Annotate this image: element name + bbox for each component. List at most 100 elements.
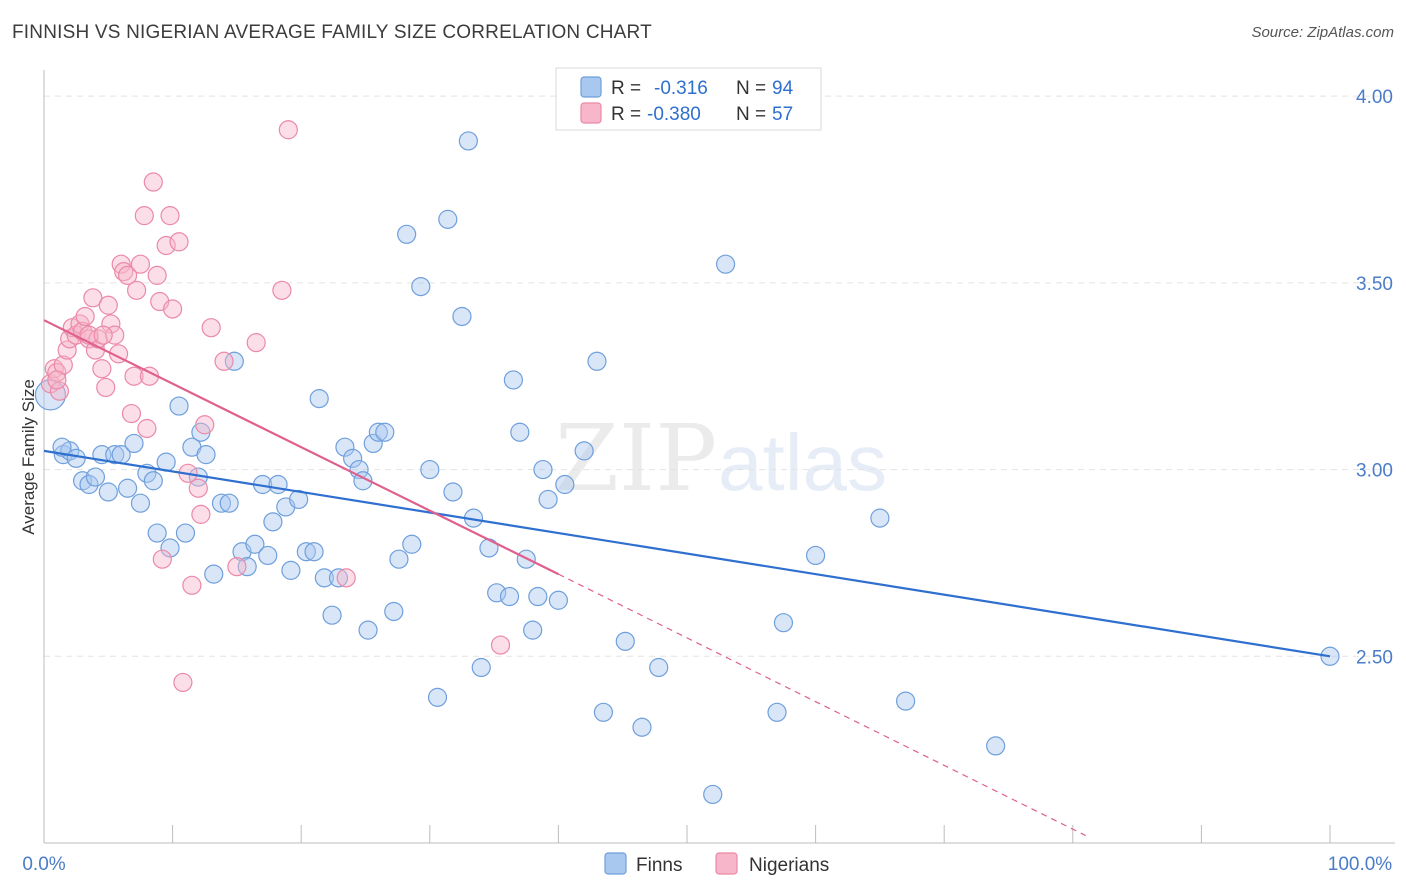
- finns-point: [322, 605, 342, 625]
- nigerians-point: [57, 340, 77, 360]
- nigerians-point: [137, 418, 157, 439]
- finns-point: [438, 209, 458, 229]
- finns-point: [487, 583, 507, 603]
- nigerians-point: [163, 299, 183, 319]
- x-tick-label-min: 0.0%: [22, 854, 65, 875]
- finns-point: [117, 478, 138, 498]
- nigerians-point: [227, 557, 247, 577]
- finns-point: [314, 568, 334, 588]
- finns-point: [52, 437, 72, 457]
- finns-point: [211, 493, 232, 513]
- finns-point: [528, 586, 548, 607]
- finns-legend-swatch: [604, 852, 627, 875]
- finns-point: [289, 489, 309, 510]
- finns-point: [169, 396, 189, 416]
- finns-point: [304, 542, 324, 562]
- finns-point: [124, 433, 144, 454]
- finns-point: [147, 523, 167, 543]
- nigerians-point: [152, 549, 172, 569]
- finns-stats-swatch: [580, 76, 602, 98]
- finns-point: [538, 489, 558, 510]
- nigerians-r-label: R =: [611, 104, 641, 125]
- finns-point: [615, 631, 635, 651]
- finns-point: [870, 508, 890, 528]
- nigerians-point: [126, 280, 147, 300]
- finns-point: [237, 557, 257, 577]
- finns-point: [402, 534, 422, 554]
- finns-point: [548, 590, 569, 610]
- finns-point: [411, 276, 431, 297]
- finns-point: [204, 564, 224, 584]
- finns-point: [258, 545, 278, 566]
- finns-legend-label: Finns: [636, 855, 682, 876]
- finns-point: [143, 471, 163, 491]
- finns-point: [328, 568, 349, 588]
- y-axis-title: Average Family Size: [19, 379, 38, 535]
- nigerians-point: [214, 351, 234, 371]
- nigerians-trendline: [43, 319, 559, 576]
- finns-point: [160, 538, 180, 558]
- finns-point: [458, 131, 478, 151]
- finns-point: [420, 459, 440, 480]
- finns-point: [499, 586, 520, 607]
- nigerians-point: [246, 333, 266, 353]
- finns-point: [268, 474, 288, 495]
- finns-point: [363, 433, 383, 454]
- finns-point: [397, 224, 417, 244]
- nigerians-point: [96, 377, 116, 398]
- finns-n-value: 94: [772, 78, 794, 99]
- nigerians-point: [336, 568, 356, 588]
- finns-point: [896, 691, 916, 711]
- nigerians-point: [93, 325, 113, 345]
- finns-point: [574, 441, 594, 461]
- finns-point: [632, 717, 652, 737]
- finns-n-label: N =: [736, 78, 766, 99]
- finns-point: [703, 784, 723, 805]
- nigerians-point: [195, 415, 215, 435]
- nigerians-point: [173, 672, 193, 693]
- nigerians-legend-swatch: [715, 852, 738, 875]
- nigerians-point: [114, 262, 134, 282]
- finns-point: [219, 493, 239, 513]
- finns-point: [375, 422, 395, 442]
- finns-point: [715, 254, 736, 274]
- nigerians-n-label: N =: [736, 104, 766, 125]
- finns-point: [335, 437, 355, 457]
- axes: [43, 70, 1395, 844]
- nigerians-point: [490, 635, 511, 655]
- finns-point: [358, 620, 378, 640]
- y-tick-label: 3.50: [1356, 274, 1393, 295]
- nigerians-point: [201, 318, 221, 338]
- finns-point: [98, 482, 118, 502]
- nigerians-point: [47, 362, 67, 383]
- nigerians-point: [272, 280, 292, 300]
- stats-legend: R = -0.316 N = 94 R = -0.380 N = 57: [555, 67, 822, 131]
- finns-point: [343, 448, 363, 468]
- finns-trendline: [43, 449, 1331, 658]
- finns-point: [523, 620, 543, 640]
- finns-points: [34, 131, 1340, 805]
- nigerians-point: [47, 370, 67, 390]
- finns-point: [555, 474, 575, 495]
- finns-r-label: R =: [611, 78, 641, 99]
- nigerians-point: [182, 575, 202, 595]
- nigerians-point: [98, 295, 118, 315]
- finns-point: [85, 467, 106, 487]
- x-tick-label-max: 100.0%: [1328, 854, 1393, 875]
- nigerians-point: [147, 265, 167, 285]
- nigerians-point: [49, 381, 70, 401]
- nigerians-point: [134, 206, 154, 226]
- finns-point: [805, 545, 826, 566]
- finns-point: [443, 482, 463, 502]
- nigerians-point: [169, 232, 189, 252]
- watermark-right: atlas: [718, 418, 887, 507]
- nigerians-point: [101, 314, 121, 334]
- finns-point: [593, 702, 614, 722]
- finns-point: [281, 560, 301, 580]
- y-tick-label: 3.00: [1356, 461, 1393, 482]
- nigerians-point: [117, 265, 138, 285]
- finns-point: [767, 702, 787, 722]
- finns-point: [368, 422, 388, 442]
- nigerians-point: [130, 254, 151, 274]
- finns-point: [503, 370, 523, 390]
